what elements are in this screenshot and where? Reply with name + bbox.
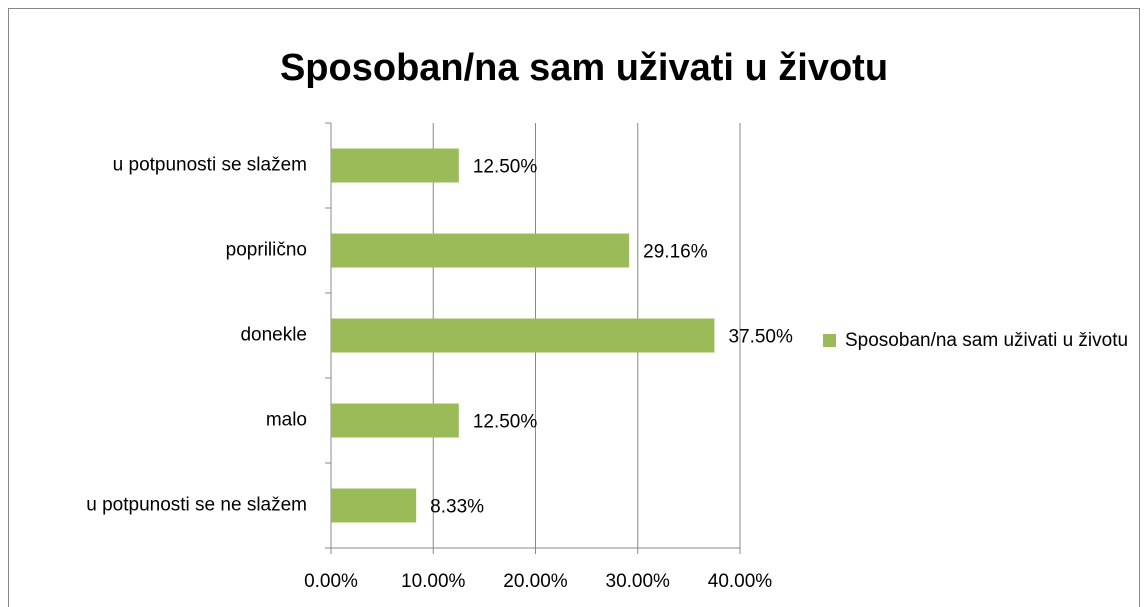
y-tick-label: popriličnо: [226, 240, 307, 261]
chart-border: [8, 8, 1140, 607]
data-label: 12.50%: [473, 412, 538, 433]
x-tick-label: 40.00%: [708, 571, 773, 592]
x-tick-label: 0.00%: [304, 571, 358, 592]
data-label: 12.50%: [473, 157, 538, 178]
x-tick-label: 20.00%: [503, 571, 568, 592]
bar: [331, 148, 459, 183]
bar: [331, 488, 417, 523]
y-tick-label: u potpunosti se slažem: [113, 155, 307, 176]
bar: [331, 403, 459, 438]
data-label: 8.33%: [430, 497, 484, 518]
legend-swatch: [823, 334, 836, 347]
chart-title: Sposoban/na sam uživati u životu: [280, 47, 888, 89]
bar: [331, 318, 715, 353]
legend-label: Sposoban/na sam uživati u životu: [845, 330, 1129, 351]
y-tick-label: u potpunosti se ne slažem: [86, 495, 307, 516]
x-tick-label: 10.00%: [401, 571, 466, 592]
y-tick-label: malo: [266, 410, 307, 431]
data-label: 37.50%: [728, 327, 793, 348]
y-tick-label: donekle: [240, 325, 307, 346]
bar: [331, 233, 630, 268]
x-tick-label: 30.00%: [606, 571, 671, 592]
data-label: 29.16%: [643, 242, 708, 263]
